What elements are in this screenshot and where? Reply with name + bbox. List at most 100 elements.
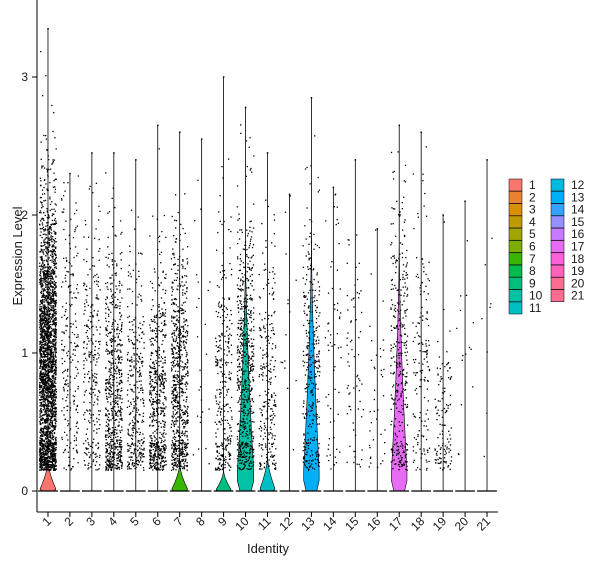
- point: [96, 421, 98, 423]
- point: [152, 337, 155, 340]
- point: [176, 402, 179, 404]
- point: [44, 323, 46, 326]
- point: [51, 289, 54, 291]
- point: [67, 424, 69, 427]
- point: [43, 361, 45, 363]
- point: [55, 441, 57, 444]
- point: [49, 334, 51, 337]
- point: [134, 436, 137, 438]
- point: [73, 256, 75, 259]
- point: [46, 382, 48, 384]
- point: [151, 299, 154, 301]
- point: [162, 391, 164, 394]
- point: [53, 338, 55, 340]
- point: [44, 402, 47, 404]
- point: [141, 324, 144, 326]
- point: [141, 461, 143, 463]
- point: [45, 252, 48, 254]
- point: [111, 357, 114, 360]
- point: [118, 456, 120, 458]
- point: [116, 333, 118, 335]
- point: [46, 319, 48, 322]
- point: [118, 373, 121, 376]
- point: [116, 385, 118, 387]
- point: [151, 329, 154, 331]
- point: [54, 372, 57, 374]
- point: [41, 201, 43, 204]
- point: [85, 447, 87, 449]
- point: [149, 442, 151, 444]
- point: [118, 421, 120, 423]
- point: [93, 280, 96, 283]
- point: [179, 436, 182, 438]
- point: [42, 165, 44, 167]
- point: [54, 414, 57, 416]
- point: [50, 292, 53, 295]
- point: [149, 454, 151, 457]
- point: [108, 352, 111, 355]
- point: [83, 360, 85, 362]
- point: [114, 291, 116, 294]
- point: [49, 440, 51, 442]
- point: [41, 330, 43, 332]
- point: [51, 410, 53, 412]
- point: [135, 367, 137, 369]
- point: [54, 258, 56, 261]
- point: [72, 273, 74, 276]
- point: [42, 337, 45, 339]
- point: [46, 407, 49, 409]
- point: [121, 284, 123, 286]
- point: [53, 450, 55, 452]
- point: [44, 319, 46, 322]
- point: [182, 392, 184, 394]
- point: [138, 433, 141, 436]
- point: [50, 327, 52, 330]
- point: [52, 384, 54, 386]
- point: [118, 439, 120, 441]
- point: [45, 425, 47, 427]
- point: [179, 379, 181, 381]
- point: [52, 451, 54, 453]
- point: [153, 412, 156, 415]
- point: [109, 302, 111, 304]
- point: [45, 307, 47, 310]
- point: [130, 276, 132, 278]
- point: [165, 460, 167, 462]
- point: [94, 453, 96, 456]
- point: [39, 268, 42, 270]
- point: [137, 409, 140, 411]
- point: [143, 333, 145, 335]
- point: [47, 278, 50, 280]
- point: [153, 387, 155, 389]
- point: [47, 286, 49, 289]
- point: [44, 266, 47, 268]
- point: [39, 345, 42, 348]
- point: [39, 374, 42, 376]
- point: [160, 422, 162, 425]
- point: [45, 373, 47, 376]
- point: [50, 358, 52, 360]
- point: [107, 313, 110, 315]
- point: [171, 299, 173, 301]
- point: [135, 466, 137, 469]
- point: [45, 451, 47, 453]
- point: [99, 247, 101, 250]
- point: [51, 371, 53, 373]
- point: [45, 309, 47, 311]
- point: [44, 355, 46, 357]
- point: [159, 253, 161, 256]
- point: [50, 308, 52, 310]
- point: [159, 395, 161, 397]
- point: [111, 456, 114, 458]
- point: [157, 466, 159, 469]
- point: [185, 342, 188, 344]
- point: [54, 340, 56, 342]
- point: [108, 435, 110, 437]
- point: [156, 402, 158, 404]
- point: [46, 331, 48, 333]
- point: [39, 321, 41, 323]
- point: [72, 447, 75, 450]
- point: [173, 394, 175, 396]
- point: [165, 445, 167, 447]
- point: [42, 233, 44, 236]
